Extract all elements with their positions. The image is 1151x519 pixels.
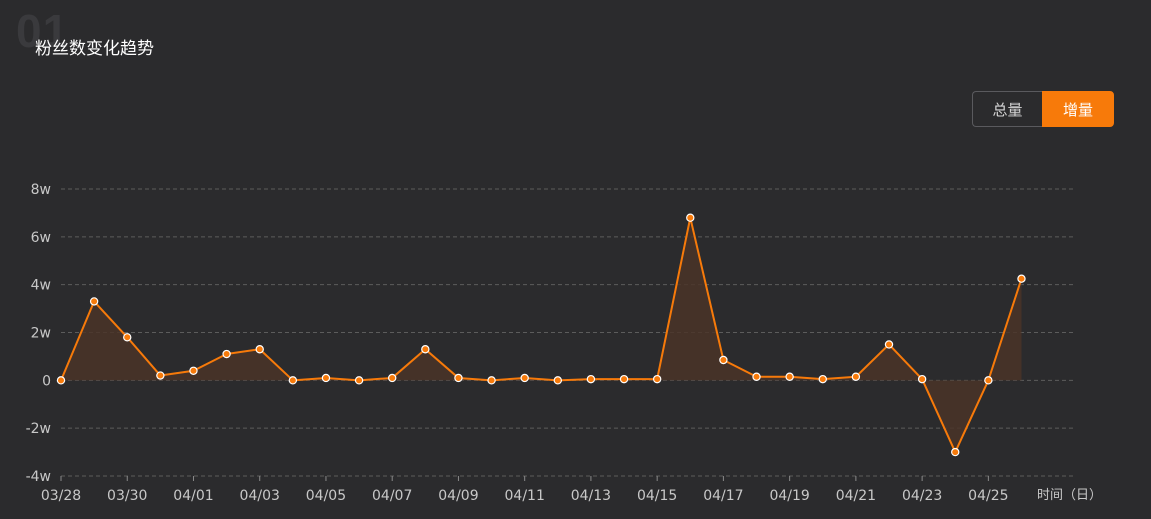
series-area <box>61 217 1022 453</box>
data-point[interactable] <box>586 374 596 384</box>
data-point[interactable] <box>752 372 761 381</box>
data-point[interactable] <box>686 213 695 222</box>
y-tick-label: 0 <box>42 373 51 389</box>
series-line <box>60 216 1023 454</box>
x-tick-label: 04/03 <box>240 488 280 504</box>
area-layer <box>61 217 1022 453</box>
data-point[interactable] <box>553 376 563 385</box>
x-tick-label: 04/01 <box>173 488 213 504</box>
data-point[interactable] <box>222 349 231 359</box>
x-tick-label: 03/28 <box>41 488 81 504</box>
total-button[interactable]: 总量 <box>972 91 1042 127</box>
x-tick-label: 04/25 <box>968 488 1008 504</box>
x-tick-label: 04/09 <box>438 488 478 504</box>
data-point[interactable] <box>1017 274 1026 283</box>
data-point[interactable] <box>454 373 463 383</box>
y-tick-label: 4w <box>31 278 51 294</box>
data-point[interactable] <box>917 374 927 384</box>
line-layer <box>60 216 1023 454</box>
x-tick-label: 03/30 <box>107 488 147 504</box>
x-tick-label: 04/17 <box>703 488 743 504</box>
x-tick-label: 04/21 <box>836 488 876 504</box>
data-point[interactable] <box>520 373 529 383</box>
data-point[interactable] <box>388 373 397 383</box>
data-point[interactable] <box>719 355 728 365</box>
y-tick-label: 2w <box>31 326 51 342</box>
y-tick-label: -2w <box>26 421 51 437</box>
data-point[interactable] <box>321 373 331 383</box>
data-point[interactable] <box>123 333 132 342</box>
data-point[interactable] <box>818 374 827 384</box>
x-tick-label: 04/11 <box>505 488 545 504</box>
data-point[interactable] <box>951 447 960 457</box>
x-tick-label: 04/19 <box>769 488 809 504</box>
increment-button[interactable]: 增量 <box>1042 91 1114 127</box>
x-tick-label: 04/05 <box>306 488 346 504</box>
data-point[interactable] <box>89 297 99 306</box>
x-axis-title: 时间（日） <box>1037 488 1102 503</box>
x-tick-label: 04/23 <box>902 488 942 504</box>
data-point[interactable] <box>785 372 794 381</box>
data-point[interactable] <box>851 372 861 381</box>
x-axis: 03/28 03/30 04/01 04/03 04/05 04/07 04/09 04/11… <box>41 476 1009 504</box>
data-point[interactable] <box>652 374 662 384</box>
x-tick-label: 04/13 <box>571 488 611 504</box>
data-point[interactable] <box>288 376 298 385</box>
data-point[interactable] <box>255 345 264 354</box>
section-index: 01 <box>16 5 70 57</box>
x-tick-label: 04/07 <box>372 488 412 504</box>
data-point[interactable] <box>487 376 496 385</box>
data-point[interactable] <box>56 376 66 385</box>
data-point[interactable] <box>156 371 165 380</box>
data-point[interactable] <box>884 340 894 349</box>
page-title: 粉丝数变化趋势 <box>35 39 154 59</box>
metric-toggle: 总量 增量 <box>972 91 1114 127</box>
data-point[interactable] <box>354 376 364 385</box>
y-tick-label: 8w <box>31 182 51 198</box>
y-tick-label: -4w <box>26 469 51 485</box>
x-tick-label: 04/15 <box>637 488 677 504</box>
data-point[interactable] <box>421 345 430 354</box>
y-axis: 8w 6w 4w 2w 0 -2w -4w <box>26 182 51 485</box>
y-tick-label: 6w <box>31 230 51 246</box>
grid-layer <box>61 188 1073 477</box>
data-point[interactable] <box>189 366 198 375</box>
data-point[interactable] <box>619 374 629 384</box>
data-point[interactable] <box>984 376 993 385</box>
point-layer <box>56 213 1026 457</box>
